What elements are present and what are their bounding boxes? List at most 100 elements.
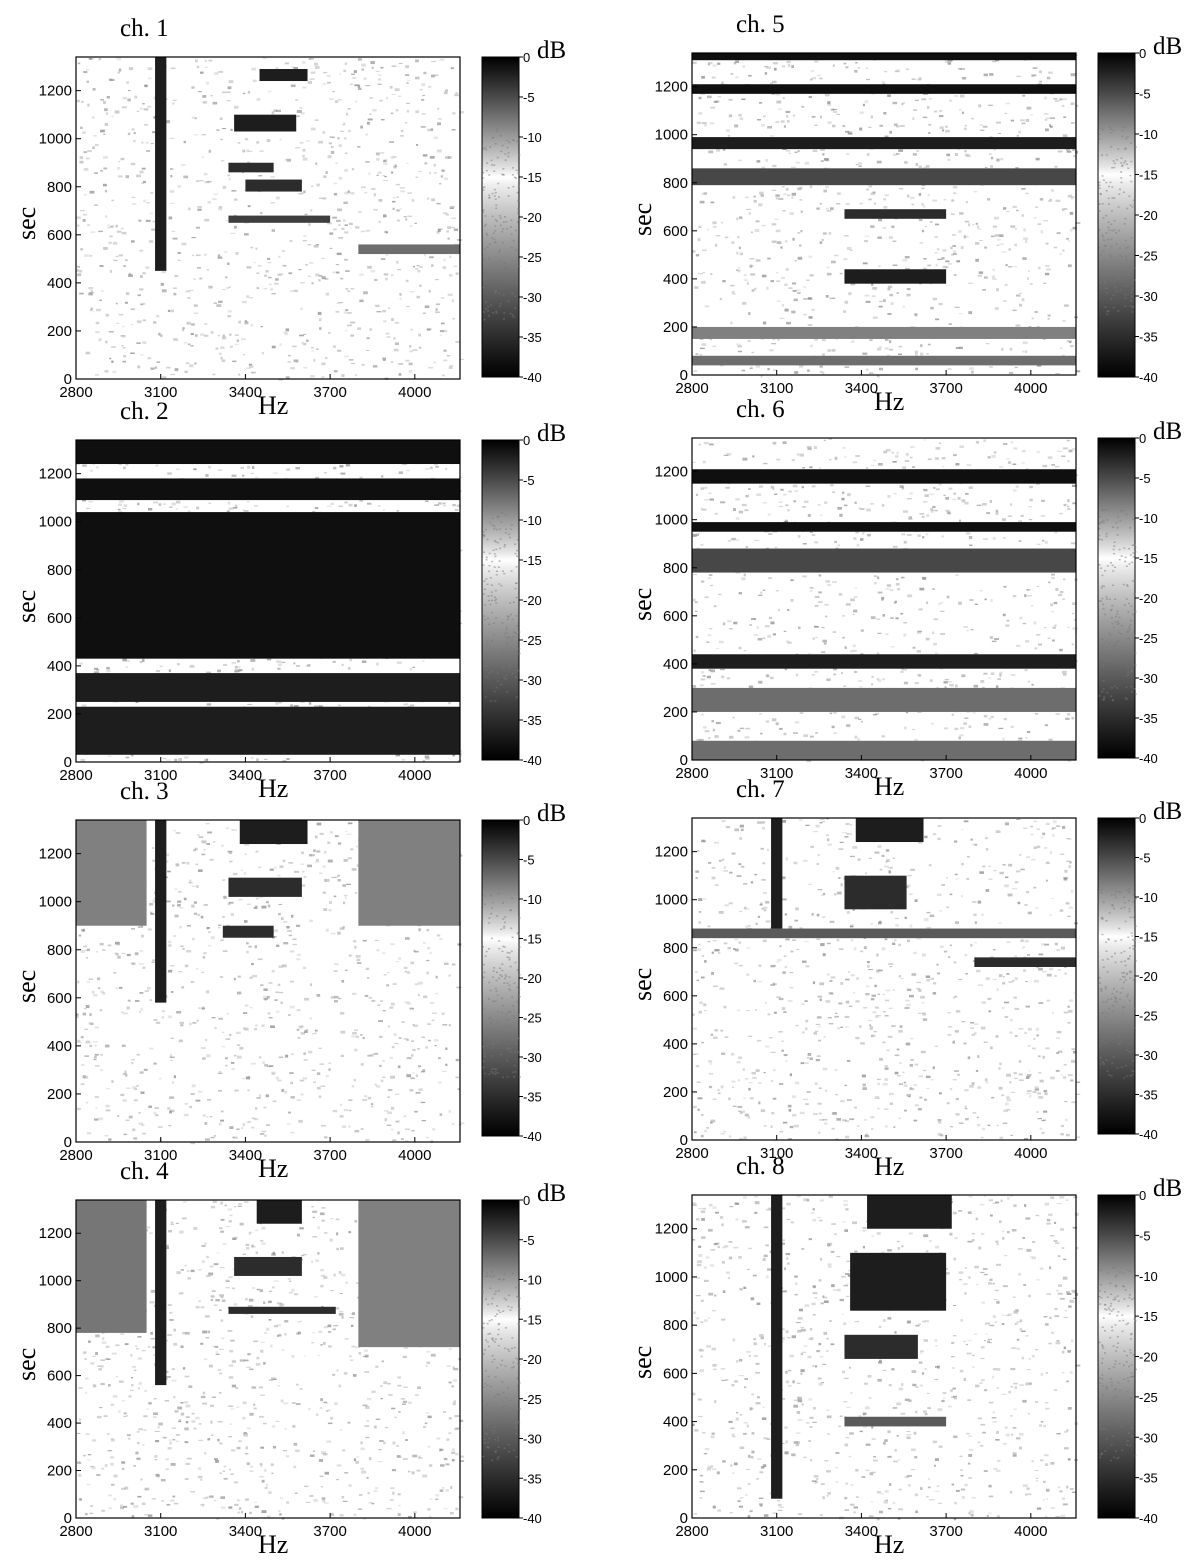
axis-frame [691,437,1077,761]
colorbar-tick-label: -10 [523,892,542,907]
y-tick-label: 0 [680,1510,688,1527]
axis-frame [75,1199,461,1519]
x-tick-label: 2800 [59,1147,92,1164]
x-tick-label: 3700 [313,767,346,784]
x-tick-label: 4000 [1014,1523,1047,1540]
x-axis-label: Hz [874,1530,905,1559]
y-tick-label: 0 [680,367,688,384]
x-tick-label: 3100 [760,765,793,782]
heatmap-band [256,1200,302,1224]
colorbar [1097,817,1136,1135]
colorbar-tick-label: -15 [523,170,542,185]
colorbar-tick-label: -10 [1139,511,1158,526]
y-tick-label: 1200 [655,464,688,481]
colorbar-tick-label: -10 [1139,127,1158,142]
colorbar-label: dB [537,37,567,64]
heatmap-band [155,57,167,271]
y-tick-label: 1200 [39,846,72,863]
colorbar-tick-label: -20 [523,1352,542,1367]
colorbar-tick-label: -15 [1139,551,1158,566]
colorbar-tick-label: 0 [523,1193,530,1208]
x-tick-label: 3400 [229,767,262,784]
colorbar-tick-label: -40 [1139,370,1158,385]
x-tick-label: 2800 [59,1523,92,1540]
colorbar-tick-label: -40 [523,1129,542,1144]
colorbar-tick-label: -20 [523,971,542,986]
heatmap-band [76,512,460,659]
heatmap-band [228,162,274,173]
colorbar-tick-label: -25 [523,1011,542,1026]
x-tick-label: 4000 [1014,765,1047,782]
heatmap-band [692,326,1076,339]
colorbar-tick-label: -35 [1139,330,1158,345]
x-tick-label: 4000 [398,384,431,401]
heatmap-band [692,654,1076,669]
x-tick-label: 2800 [675,380,708,397]
y-tick-label: 200 [47,1086,72,1103]
colorbar-tick-label: -15 [1139,168,1158,183]
x-tick-label: 4000 [398,767,431,784]
colorbar-label: dB [537,1180,567,1207]
y-tick-label: 200 [663,319,688,336]
heatmap-band [358,1200,460,1348]
colorbar-tick-label: -15 [1139,930,1158,945]
x-axis-label: Hz [874,772,905,801]
y-axis-label: sec [628,1345,657,1379]
y-tick-label: 0 [64,754,72,771]
heatmap-band [228,1306,336,1314]
x-tick-label: 3400 [845,765,878,782]
colorbar-tick-label: -5 [1139,851,1151,866]
y-tick-label: 1200 [655,1221,688,1238]
colorbar-label: dB [1153,1175,1183,1202]
colorbar-tick-label: -30 [523,673,542,688]
y-tick-label: 800 [663,1317,688,1334]
heatmap-band [692,84,1076,94]
y-tick-label: 600 [663,608,688,625]
colorbar-tick-label: 0 [1139,431,1146,446]
colorbar-tick-label: 0 [1139,811,1146,826]
heatmap-band [692,53,1076,61]
y-tick-label: 800 [663,940,688,957]
heatmap-band [692,469,1076,484]
panel-title: ch. 6 [736,396,785,423]
colorbar-tick-label: -35 [523,330,542,345]
colorbar [481,56,520,378]
y-tick-label: 800 [47,1320,72,1337]
y-tick-label: 400 [663,1036,688,1053]
heatmap-band [692,137,1076,150]
x-tick-label: 3700 [929,1523,962,1540]
colorbar-tick-label: -35 [1139,711,1158,726]
colorbar-tick-label: -25 [1139,1390,1158,1405]
x-axis-label: Hz [258,1530,289,1559]
colorbar-tick-label: -30 [523,1432,542,1447]
x-tick-label: 3700 [313,1523,346,1540]
y-tick-label: 400 [47,1415,72,1432]
x-tick-label: 3700 [929,380,962,397]
y-tick-label: 400 [663,1414,688,1431]
x-tick-label: 3400 [229,1147,262,1164]
y-tick-label: 200 [663,704,688,721]
colorbar-tick-label: -5 [523,473,535,488]
x-tick-label: 4000 [398,1523,431,1540]
colorbar-tick-label: -10 [1139,1269,1158,1284]
heatmap-band [771,818,783,929]
colorbar-tick-label: -30 [1139,289,1158,304]
y-tick-label: 200 [663,1084,688,1101]
colorbar-tick-label: -40 [523,753,542,768]
y-tick-label: 1000 [39,894,72,911]
colorbar-tick-label: -35 [1139,1471,1158,1486]
heatmap-band [850,1252,947,1311]
y-tick-label: 1000 [39,1273,72,1290]
y-tick-label: 800 [663,175,688,192]
colorbar-tick-label: -15 [1139,1309,1158,1324]
colorbar-tick-label: -20 [523,210,542,225]
colorbar-tick-label: -15 [523,1312,542,1327]
heatmap-band [245,179,302,192]
colorbar-tick-label: -20 [1139,208,1158,223]
